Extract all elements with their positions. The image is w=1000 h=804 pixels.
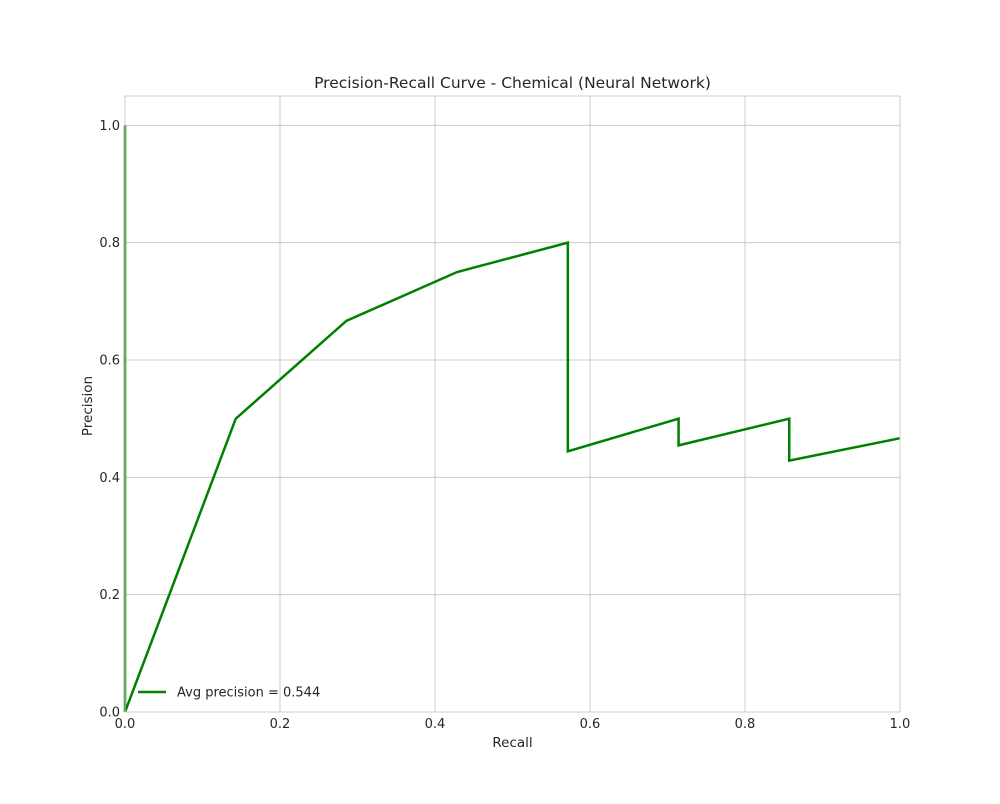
x-tick-label: 0.6 — [580, 717, 601, 732]
x-axis-label: Recall — [492, 735, 532, 751]
legend: Avg precision = 0.544 — [138, 686, 320, 701]
y-tick-label: 0.2 — [99, 588, 120, 603]
series-line — [123, 125, 901, 713]
x-tick-label: 0.8 — [735, 717, 756, 732]
y-tick-label: 0.4 — [99, 471, 120, 486]
x-tick-label: 0.2 — [270, 717, 291, 732]
x-axis-ticks: 0.0 0.2 0.4 0.6 0.8 1.0 — [115, 717, 911, 732]
x-tick-label: 0.4 — [425, 717, 446, 732]
series-layer — [123, 125, 901, 713]
y-tick-label: 0.0 — [99, 706, 120, 721]
y-tick-label: 0.8 — [99, 236, 120, 251]
plot-area — [123, 95, 901, 713]
legend-label: Avg precision = 0.544 — [177, 686, 320, 701]
plot-frame — [124, 95, 901, 713]
y-tick-label: 1.0 — [99, 119, 120, 134]
y-tick-label: 0.6 — [99, 354, 120, 369]
y-axis-label: Precision — [80, 376, 96, 436]
chart-title: Precision-Recall Curve - Chemical (Neura… — [314, 74, 711, 92]
x-tick-label: 0.0 — [115, 717, 136, 732]
y-axis-ticks: 0.0 0.2 0.4 0.6 0.8 1.0 — [99, 119, 120, 721]
x-tick-label: 1.0 — [890, 717, 911, 732]
